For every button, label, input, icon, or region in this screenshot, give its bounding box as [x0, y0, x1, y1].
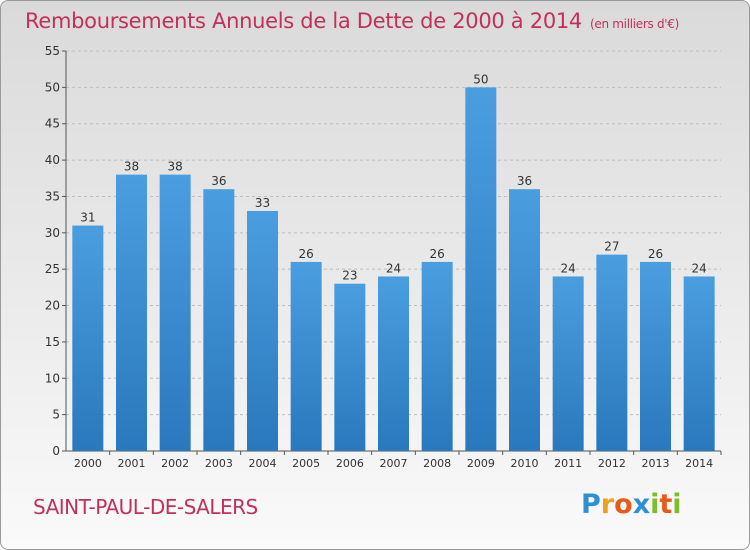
y-tick-label: 55 [45, 44, 60, 58]
bar [334, 283, 366, 451]
bar [72, 225, 104, 451]
proxiti-logo: Proxiti [581, 489, 682, 520]
data-label: 26 [430, 247, 445, 261]
data-label: 23 [342, 269, 357, 283]
chart-title-text: Remboursements Annuels de la Dette de 20… [25, 9, 582, 33]
data-label: 36 [517, 174, 532, 188]
chart-title-unit: (en milliers d'€) [590, 17, 680, 31]
x-tick-label: 2003 [205, 457, 233, 470]
data-label: 24 [692, 261, 707, 275]
bar [421, 261, 453, 451]
data-label: 36 [211, 174, 226, 188]
data-label: 24 [386, 261, 401, 275]
y-tick-label: 35 [45, 189, 60, 203]
y-tick-label: 0 [52, 444, 60, 458]
x-tick-label: 2012 [598, 457, 626, 470]
logo-letter: P [581, 489, 601, 520]
y-tick-label: 5 [52, 408, 60, 422]
y-tick-label: 20 [45, 299, 60, 313]
data-label: 50 [473, 72, 488, 86]
logo-letter: r [600, 489, 615, 520]
data-label: 27 [604, 240, 619, 254]
bars [72, 87, 715, 452]
x-tick-label: 2010 [511, 457, 539, 470]
bar [159, 174, 191, 452]
y-tick-label: 25 [45, 262, 60, 276]
chart-title: Remboursements Annuels de la Dette de 20… [25, 9, 679, 33]
bar [247, 211, 278, 451]
data-label: 31 [80, 211, 95, 225]
logo-letter: o [614, 489, 633, 520]
x-tick-label: 2007 [380, 457, 408, 470]
y-tick-label: 50 [45, 80, 60, 94]
bar [116, 174, 147, 452]
data-labels: 31 38 38 36 33 26 23 24 26 50 36 24 27 26 24 [80, 72, 707, 282]
data-label: 26 [299, 247, 314, 261]
logo-letter: x [632, 489, 651, 520]
data-label: 24 [561, 261, 576, 275]
data-label: 38 [168, 160, 183, 174]
location-name: SAINT-PAUL-DE-SALERS [33, 495, 258, 519]
y-tick-label: 10 [45, 371, 60, 385]
data-label: 26 [648, 247, 663, 261]
logo-letter: i [672, 489, 682, 520]
x-tick-label: 2004 [249, 457, 277, 470]
data-label: 33 [255, 196, 270, 210]
data-label: 38 [124, 160, 139, 174]
bar [378, 276, 409, 451]
bar [509, 189, 540, 451]
x-tick-label: 2006 [336, 457, 364, 470]
bar [683, 276, 715, 451]
x-tick-label: 2009 [467, 457, 495, 470]
x-tick-label: 2008 [423, 457, 451, 470]
x-tick-label: 2002 [161, 457, 189, 470]
bar [640, 261, 671, 451]
y-tick-label: 30 [45, 226, 60, 240]
y-tick-label: 40 [45, 153, 60, 167]
y-tick-label: 45 [45, 117, 60, 131]
y-tick-label: 15 [45, 335, 60, 349]
x-tick-label: 2005 [292, 457, 320, 470]
bar [465, 87, 497, 451]
x-tick-label: 2001 [118, 457, 146, 470]
logo-letter: t [659, 489, 673, 520]
bar [203, 189, 235, 451]
x-tick-label: 2014 [685, 457, 713, 470]
bar [552, 276, 584, 451]
bar [596, 254, 628, 451]
x-tick-label: 2013 [642, 457, 670, 470]
x-tick-label: 2011 [554, 457, 582, 470]
bar [290, 261, 322, 451]
x-tick-label: 2000 [74, 457, 102, 470]
logo-letter: i [650, 489, 660, 520]
